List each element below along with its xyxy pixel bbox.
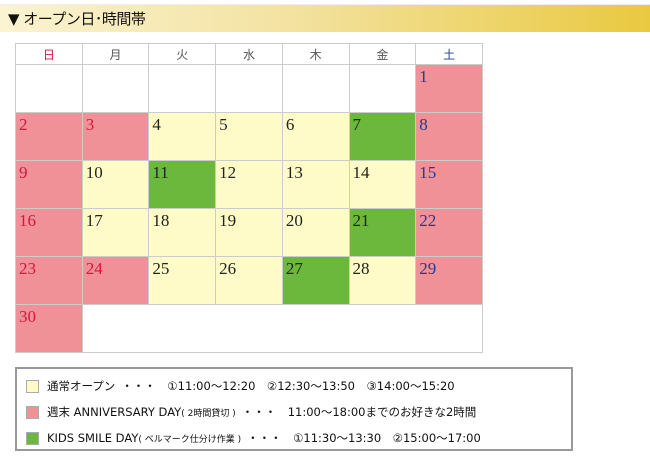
calendar-day-cell: 17 <box>81 208 150 257</box>
calendar-day-cell: 12 <box>215 160 283 209</box>
calendar-week-row: 23 24 25 26 27 28 29 <box>15 256 483 305</box>
calendar-day-cell: 13 <box>281 160 350 209</box>
calendar-day-cell: 19 <box>215 208 283 257</box>
calendar-empty-cell <box>81 304 484 353</box>
day-number: 2 <box>19 115 28 134</box>
day-number: 10 <box>85 163 103 182</box>
calendar-day-cell: 8 <box>415 112 483 161</box>
legend-times: ・・・ ①11:00～12:20 ②12:30～13:50 ③14:00～15:… <box>121 379 455 393</box>
weekday-header: 金 <box>348 43 417 65</box>
legend-swatch-pink <box>26 405 39 419</box>
day-number: 20 <box>285 211 303 230</box>
day-number: 18 <box>152 211 170 230</box>
calendar-day-cell: 22 <box>415 208 483 257</box>
calendar-day-cell: 24 <box>81 256 150 305</box>
weekday-header: 日 <box>15 43 83 65</box>
legend-note: ( 2時間貸切 ) <box>181 408 236 419</box>
calendar-week-row: 2 3 4 5 6 7 8 <box>15 112 483 161</box>
day-number: 8 <box>419 115 428 134</box>
day-number: 26 <box>219 259 237 278</box>
calendar-day-cell: 3 <box>81 112 150 161</box>
legend-swatch-yellow <box>26 379 39 393</box>
day-number: 6 <box>285 115 295 134</box>
day-number: 30 <box>19 307 36 326</box>
day-number: 7 <box>352 115 362 134</box>
calendar-day-cell: 16 <box>15 208 83 257</box>
day-number: 17 <box>85 211 103 230</box>
calendar-week-row: 9 10 11 12 13 14 15 <box>15 160 483 209</box>
legend-item-kids: KIDS SMILE DAY ( ベルマーク仕分け作業 ) ・・・ ①11:30… <box>26 430 481 446</box>
weekday-header-row: 日月火水木金土 <box>15 43 483 65</box>
weekday-header: 月 <box>81 43 150 65</box>
day-number: 25 <box>152 259 170 278</box>
weekday-header: 火 <box>148 43 217 65</box>
day-number: 23 <box>19 259 36 278</box>
section-title: ▼ オープン日･時間帯 <box>8 10 146 28</box>
calendar-day-cell: 27 <box>281 256 350 305</box>
calendar-day-cell: 29 <box>415 256 483 305</box>
calendar-day-cell: 4 <box>148 112 217 161</box>
calendar-day-cell: 10 <box>81 160 150 209</box>
weekday-header: 水 <box>215 43 283 65</box>
calendar-empty-cell <box>215 64 283 113</box>
calendar-day-cell: 25 <box>148 256 217 305</box>
calendar-day-cell: 5 <box>215 112 283 161</box>
section-header: ▼ オープン日･時間帯 <box>0 4 650 32</box>
day-number: 12 <box>219 163 237 182</box>
calendar-week-row: 30 <box>15 304 484 353</box>
legend-note: ( ベルマーク仕分け作業 ) <box>138 434 242 445</box>
day-number: 29 <box>419 259 437 278</box>
day-number: 24 <box>85 259 103 278</box>
weekday-header: 土 <box>415 43 483 65</box>
calendar-day-cell: 30 <box>15 304 83 353</box>
weekday-header: 木 <box>281 43 350 65</box>
calendar-day-cell: 23 <box>15 256 83 305</box>
calendar-day-cell: 28 <box>348 256 417 305</box>
day-number: 5 <box>219 115 228 134</box>
calendar-empty-cell <box>15 64 83 113</box>
calendar-empty-cell <box>148 64 217 113</box>
calendar-day-cell: 20 <box>281 208 350 257</box>
calendar: 日月火水木金土 1 2 3 4 5 6 7 8 9 10 11 12 13 14 15 16 17 18 19 20 2… <box>15 43 484 353</box>
legend-times: ・・・ 11:00～18:00までのお好きな2時間 <box>241 405 477 419</box>
day-number: 4 <box>152 115 161 134</box>
calendar-day-cell: 15 <box>415 160 483 209</box>
calendar-empty-cell <box>348 64 417 113</box>
day-number: 14 <box>352 163 370 182</box>
calendar-week-row: 1 <box>15 64 483 113</box>
day-number: 3 <box>85 115 95 134</box>
calendar-day-cell: 6 <box>281 112 350 161</box>
calendar-day-cell: 9 <box>15 160 83 209</box>
calendar-day-cell: 14 <box>348 160 417 209</box>
calendar-day-cell: 2 <box>15 112 83 161</box>
day-number: 27 <box>285 259 303 278</box>
day-number: 15 <box>419 163 437 182</box>
legend-swatch-green <box>26 431 39 445</box>
calendar-day-cell: 1 <box>415 64 483 113</box>
calendar-day-cell: 18 <box>148 208 217 257</box>
legend-label: KIDS SMILE DAY <box>47 431 139 445</box>
legend-label: 週末 ANNIVERSARY DAY <box>47 405 182 419</box>
legend-item-regular: 通常オープン ・・・ ①11:00～12:20 ②12:30～13:50 ③14… <box>26 378 455 394</box>
day-number: 9 <box>19 163 28 182</box>
day-number: 21 <box>352 211 370 230</box>
day-number: 28 <box>352 259 370 278</box>
legend-label: 通常オープン <box>47 379 116 393</box>
calendar-day-cell: 26 <box>215 256 283 305</box>
calendar-empty-cell <box>281 64 350 113</box>
day-number: 13 <box>285 163 303 182</box>
day-number: 11 <box>152 163 169 182</box>
calendar-day-cell: 11 <box>148 160 217 209</box>
legend-item-anniversary: 週末 ANNIVERSARY DAY ( 2時間貸切 ) ・・・ 11:00～1… <box>26 404 476 420</box>
calendar-week-row: 16 17 18 19 20 21 22 <box>15 208 483 257</box>
day-number: 19 <box>219 211 237 230</box>
calendar-day-cell: 21 <box>348 208 417 257</box>
calendar-day-cell: 7 <box>348 112 417 161</box>
legend: 通常オープン ・・・ ①11:00～12:20 ②12:30～13:50 ③14… <box>15 367 573 451</box>
day-number: 1 <box>419 67 428 86</box>
day-number: 22 <box>419 211 437 230</box>
calendar-empty-cell <box>81 64 150 113</box>
day-number: 16 <box>19 211 36 230</box>
legend-times: ・・・ ①11:30～13:30 ②15:00～17:00 <box>247 431 481 445</box>
